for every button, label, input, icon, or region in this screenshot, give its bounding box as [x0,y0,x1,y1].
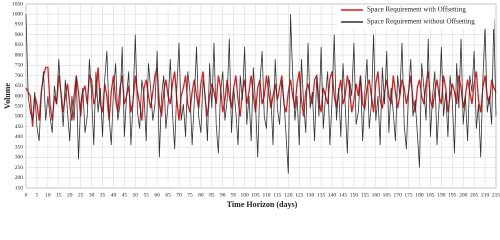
x-tick-label: 180 [415,192,424,198]
y-tick-label: 700 [15,73,24,79]
y-tick-label: 800 [15,52,24,58]
y-tick-label: 400 [15,134,24,140]
y-tick-label: 950 [15,22,24,28]
x-tick-label: 150 [350,192,359,198]
x-tick-label: 90 [220,192,226,198]
x-tick-label: 85 [209,192,215,198]
x-tick-label: 215 [492,192,500,198]
x-tick-label: 65 [165,192,171,198]
x-tick-label: 20 [67,192,73,198]
y-tick-label: 1000 [12,11,23,17]
x-tick-label: 175 [404,192,413,198]
y-tick-label: 750 [15,63,24,69]
x-tick-label: 170 [394,192,403,198]
x-tick-label: 0 [25,192,28,198]
x-tick-label: 125 [295,192,304,198]
y-tick-label: 850 [15,42,24,48]
x-tick-label: 50 [133,192,139,198]
x-tick-label: 105 [251,192,260,198]
legend-label: Space Requirement without Offsetting [367,18,475,26]
x-tick-label: 210 [481,192,490,198]
x-axis-label: Time Horizon (days) [227,200,298,209]
x-tick-label: 10 [45,192,51,198]
x-tick-label: 115 [273,192,281,198]
x-tick-label: 100 [240,192,249,198]
x-tick-label: 55 [143,192,149,198]
x-tick-label: 165 [383,192,392,198]
x-tick-label: 195 [448,192,457,198]
y-tick-label: 200 [15,175,24,181]
x-tick-label: 60 [154,192,160,198]
y-tick-label: 1050 [12,1,23,7]
x-tick-label: 95 [231,192,237,198]
x-tick-label: 70 [176,192,182,198]
x-tick-label: 190 [437,192,446,198]
y-tick-label: 900 [15,32,24,38]
y-tick-label: 600 [15,93,24,99]
x-tick-label: 30 [89,192,95,198]
x-tick-label: 120 [284,192,293,198]
x-tick-label: 200 [459,192,468,198]
x-tick-label: 160 [372,192,381,198]
x-tick-label: 145 [339,192,348,198]
x-tick-label: 110 [262,192,270,198]
x-tick-label: 185 [426,192,435,198]
y-tick-label: 500 [15,114,24,120]
x-tick-label: 80 [198,192,204,198]
legend-box [337,5,494,29]
x-tick-label: 40 [111,192,117,198]
x-tick-label: 45 [122,192,128,198]
y-tick-label: 350 [15,144,24,150]
y-tick-label: 300 [15,155,24,161]
legend-label: Space Requirement with Offsetting [367,6,466,14]
chart: 1502002503003504004505005506006507007508… [3,1,500,209]
y-axis-label: Volume [3,83,12,109]
series-line [25,14,497,174]
x-tick-label: 75 [187,192,193,198]
x-tick-label: 155 [361,192,370,198]
x-tick-label: 15 [56,192,62,198]
x-tick-label: 35 [100,192,106,198]
x-tick-label: 140 [328,192,337,198]
x-tick-label: 205 [470,192,479,198]
y-tick-label: 450 [15,124,24,130]
y-tick-label: 550 [15,103,24,109]
x-tick-label: 130 [306,192,315,198]
x-tick-label: 135 [317,192,326,198]
x-tick-label: 25 [78,192,84,198]
y-tick-label: 650 [15,83,24,89]
x-tick-label: 5 [36,192,39,198]
y-tick-label: 150 [15,185,24,191]
y-tick-label: 250 [15,165,24,171]
